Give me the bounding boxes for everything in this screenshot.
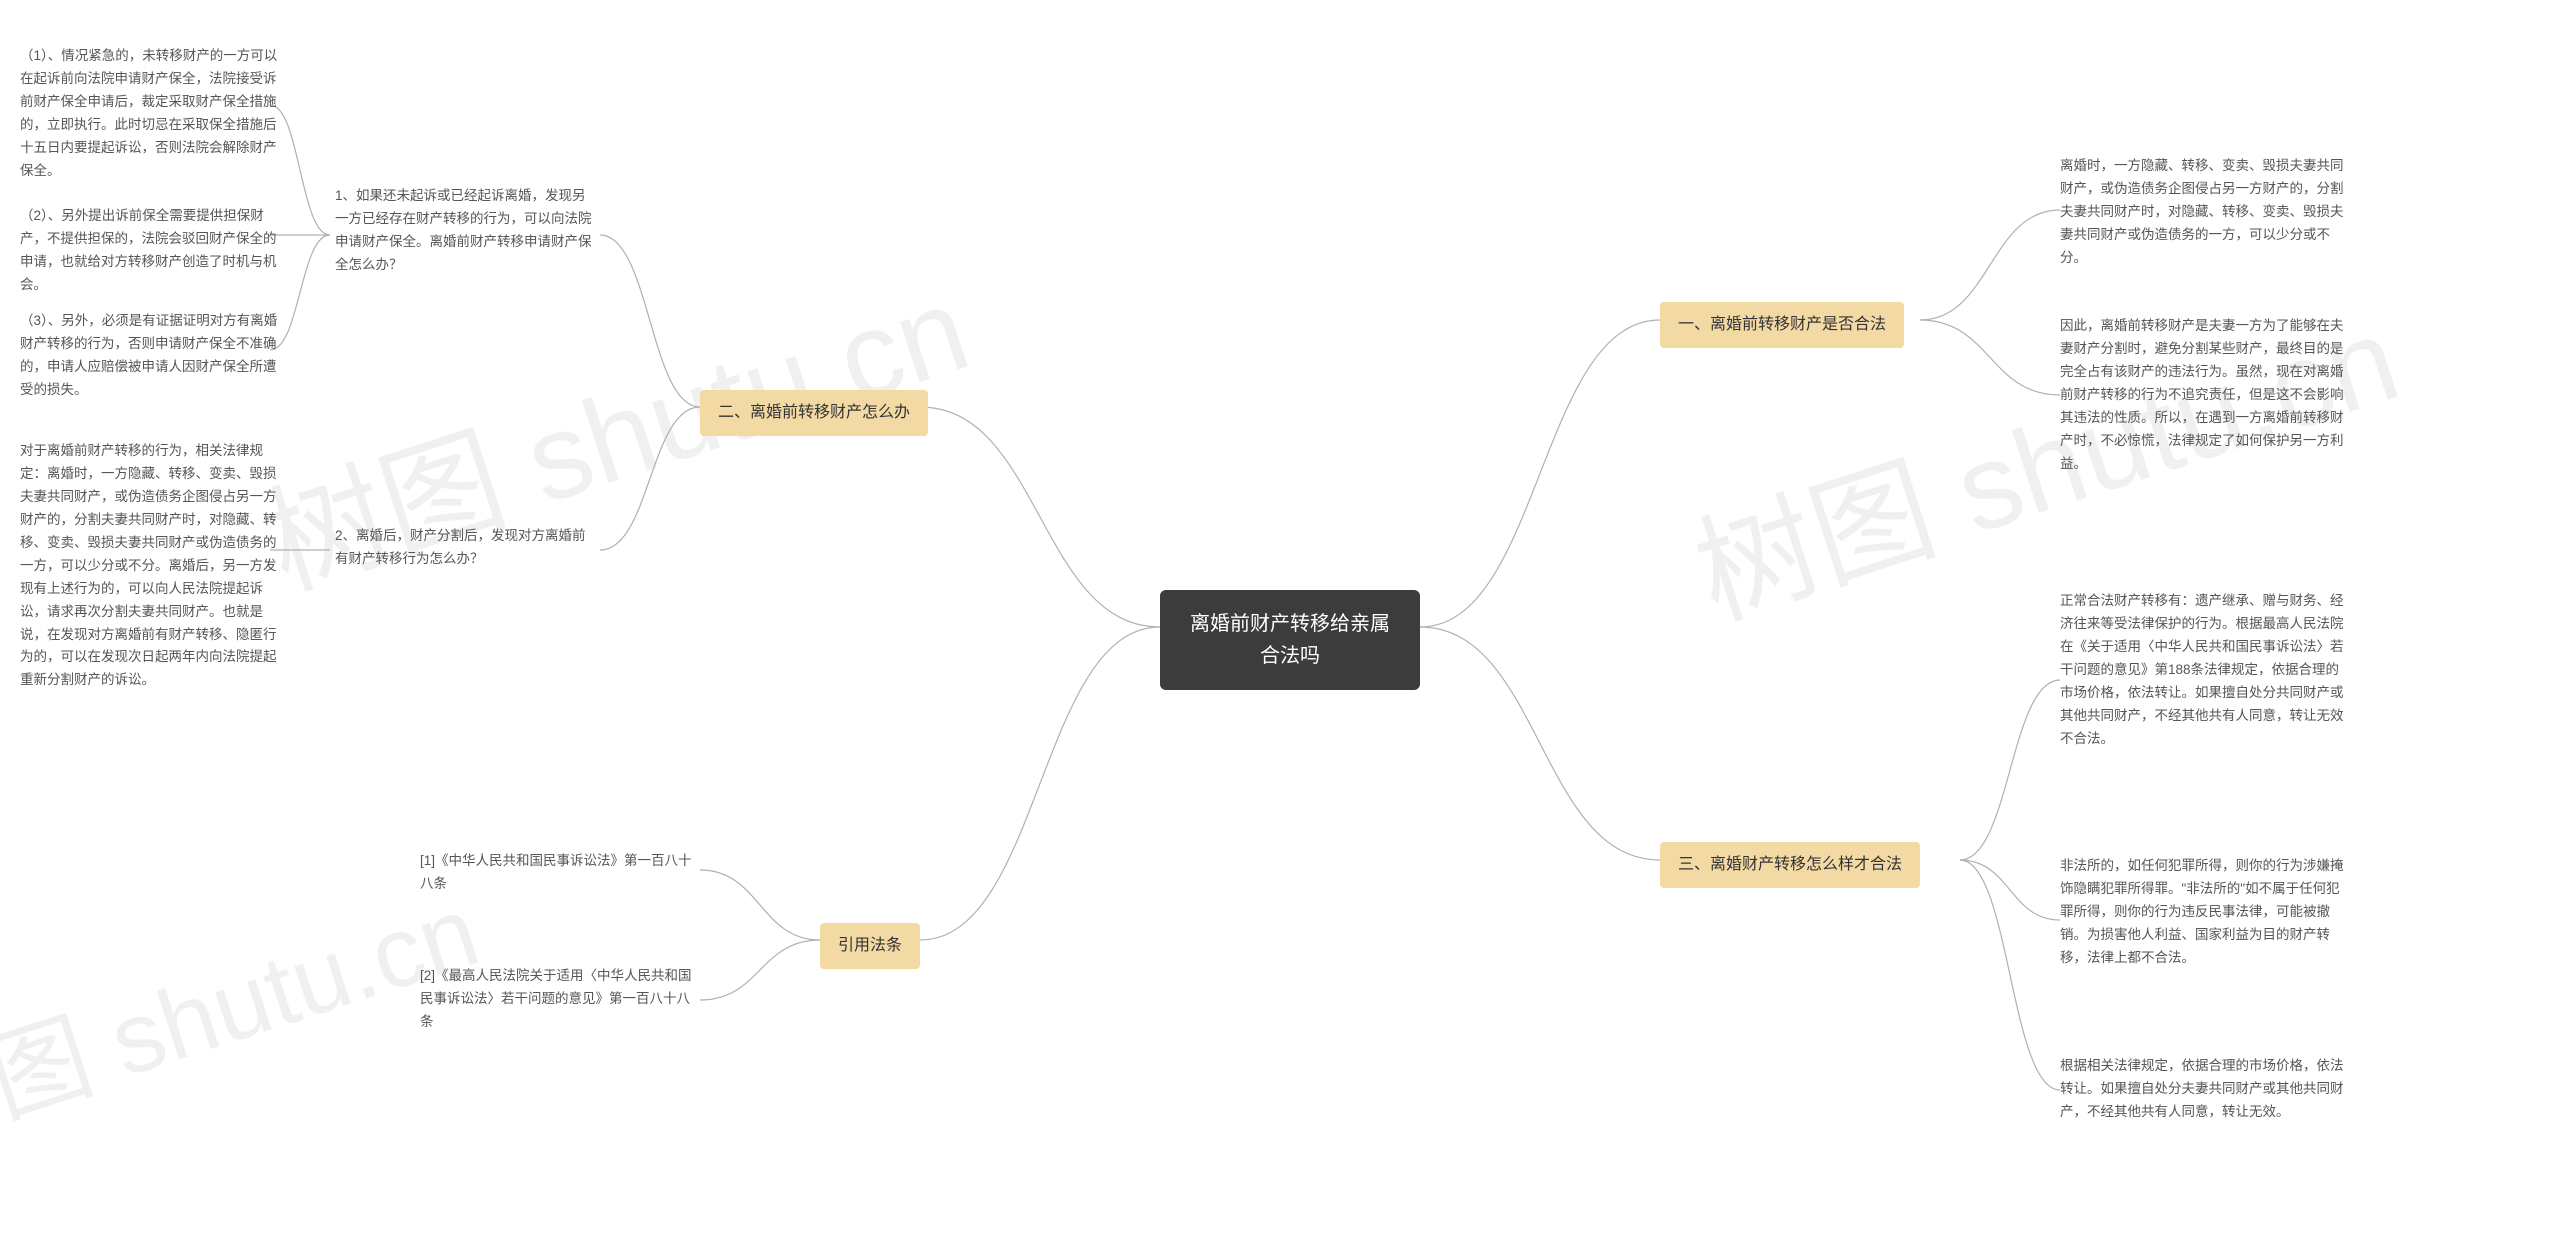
branch-ref: 引用法条: [820, 923, 920, 969]
branch-2-sub-2-leaf-1: 对于离婚前财产转移的行为，相关法律规定：离婚时，一方隐藏、转移、变卖、毁损夫妻共…: [20, 440, 280, 692]
branch-3-leaf-3: 根据相关法律规定，依据合理的市场价格，依法转让。如果擅自处分夫妻共同财产或其他共…: [2060, 1055, 2350, 1124]
branch-2-sub-1-leaf-1: （1）、情况紧急的，未转移财产的一方可以在起诉前向法院申请财产保全，法院接受诉前…: [20, 45, 280, 183]
center-node: 离婚前财产转移给亲属合法吗: [1160, 590, 1420, 690]
branch-2-sub-2: 2、离婚后，财产分割后，发现对方离婚前有财产转移行为怎么办？: [335, 525, 595, 571]
branch-ref-label: 引用法条: [838, 937, 902, 954]
branch-ref-leaf-1: [1]《中华人民共和国民事诉讼法》第一百八十八条: [420, 850, 700, 896]
branch-3-leaf-1: 正常合法财产转移有：遗产继承、赠与财务、经济往来等受法律保护的行为。根据最高人民…: [2060, 590, 2350, 751]
branch-2-sub-1-leaf-3: （3）、另外，必须是有证据证明对方有离婚财产转移的行为，否则申请财产保全不准确的…: [20, 310, 280, 402]
branch-1-leaf-2: 因此，离婚前转移财产是夫妻一方为了能够在夫妻财产分割时，避免分割某些财产，最终目…: [2060, 315, 2350, 476]
center-label: 离婚前财产转移给亲属合法吗: [1190, 613, 1390, 667]
branch-3: 三、离婚财产转移怎么样才合法: [1660, 842, 1920, 888]
branch-3-leaf-2: 非法所的，如任何犯罪所得，则你的行为涉嫌掩饰隐瞒犯罪所得罪。"非法所的"如不属于…: [2060, 855, 2350, 970]
branch-1: 一、离婚前转移财产是否合法: [1660, 302, 1904, 348]
branch-3-label: 三、离婚财产转移怎么样才合法: [1678, 856, 1902, 873]
branch-1-leaf-1: 离婚时，一方隐藏、转移、变卖、毁损夫妻共同财产，或伪造债务企图侵占另一方财产的，…: [2060, 155, 2350, 270]
branch-2-sub-1-leaf-2: （2）、另外提出诉前保全需要提供担保财产，不提供担保的，法院会驳回财产保全的申请…: [20, 205, 280, 297]
branch-2-sub-1: 1、如果还未起诉或已经起诉离婚，发现另一方已经存在财产转移的行为，可以向法院申请…: [335, 185, 595, 277]
branch-1-label: 一、离婚前转移财产是否合法: [1678, 316, 1886, 333]
branch-2: 二、离婚前转移财产怎么办: [700, 390, 928, 436]
branch-ref-leaf-2: [2]《最高人民法院关于适用〈中华人民共和国民事诉讼法〉若干问题的意见》第一百八…: [420, 965, 700, 1034]
branch-2-label: 二、离婚前转移财产怎么办: [718, 404, 910, 421]
